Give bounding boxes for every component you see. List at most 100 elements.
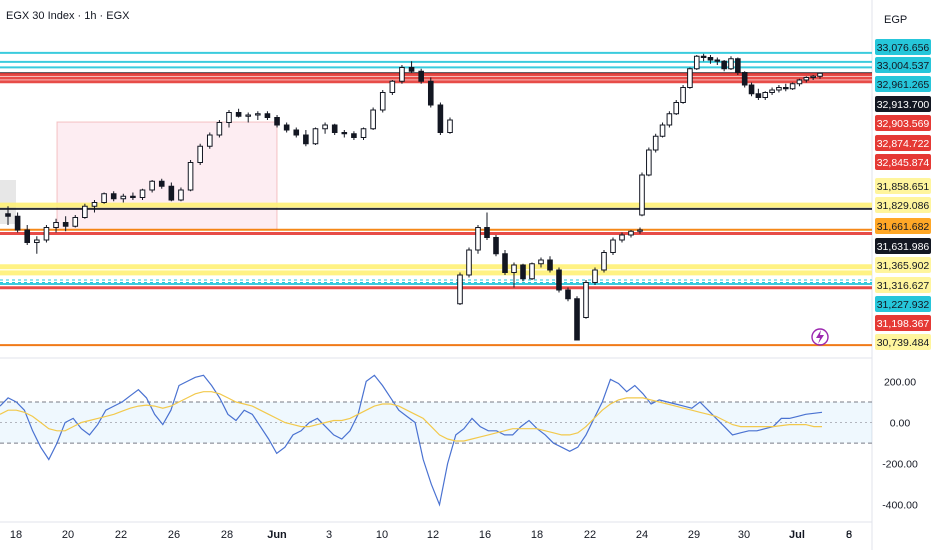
candle-up [810,75,816,78]
time-tick-label: 8 [846,529,852,541]
price-label-bg [875,39,931,55]
candle-up [82,205,88,218]
candle-down [700,55,707,58]
price-label-bg [875,178,931,194]
time-tick-label: 20 [62,529,74,541]
candle-up [457,274,463,305]
price-label-bg [875,334,931,350]
candle-down [341,132,348,135]
candle-up [91,202,98,207]
time-tick-label: 12 [427,529,439,541]
candle-up [379,92,386,111]
candle-down [158,180,165,187]
candle-down [714,59,721,62]
price-label: 31,365.902 [877,260,930,272]
candle-down [331,124,338,133]
candle-down [484,227,490,238]
candle-down [721,60,727,70]
candle-up [447,119,453,133]
price-label: 31,316.627 [877,280,930,292]
price-label-bg [875,76,931,92]
candle-down [62,222,69,227]
price-label: 31,858.651 [877,181,930,193]
candle-down [502,253,508,273]
price-label-bg [875,57,931,73]
candle-up [475,227,481,251]
zone-rectangles [0,121,278,231]
price-label-bg [875,96,931,112]
candle-down [748,84,755,95]
gray-zone [0,180,16,224]
candle-up [666,113,673,126]
price-label: 32,874.722 [877,138,930,150]
candle-up [34,239,40,243]
time-tick-label: Jul [789,529,805,541]
range-zone[interactable] [56,121,278,231]
candle-up [789,83,796,90]
osc-series-signal [0,391,822,442]
price-label: 31,661.682 [877,221,930,233]
candle-down [110,193,117,200]
candle-up [322,124,328,130]
candle-up [139,189,146,198]
candle-up [796,79,803,85]
osc-tick-label: 200.00 [884,376,916,388]
time-tick-label: 10 [376,529,388,541]
candle-down [493,237,499,255]
price-label-bg [875,197,931,213]
time-tick-label: 18 [531,529,543,541]
candle-up [399,67,405,82]
candle-up [466,249,472,276]
price-label-bg [875,154,931,170]
time-tick-label: 6 [846,529,852,541]
time-axis: 18 20 22 26 28 Jun 3 10 12 16 18 22 24 29 30 Jul 68 [10,529,852,541]
candle-down [707,57,714,61]
price-label: 31,198.367 [877,318,930,330]
candle-up [101,193,107,203]
chart-title: EGX 30 Index · 1h · EGX [6,10,130,22]
candle-up [187,162,194,191]
lightning-icon[interactable] [811,328,829,346]
candle-up [762,92,769,98]
candle-down [418,70,424,82]
candle-down [735,58,741,73]
candle-down [565,289,571,300]
candle-down [351,133,357,138]
candle-up [360,128,367,138]
candle-up [255,113,261,116]
candle-down [293,129,300,136]
price-label: 31,227.932 [877,299,930,311]
candle-down [168,185,175,201]
candle-up [610,239,616,253]
candle-down [408,67,415,72]
candle-up [639,174,645,216]
price-label-bg [875,218,931,234]
time-tick-label: 3 [326,529,332,541]
candle-up [803,77,810,81]
price-label: 32,845.874 [877,157,930,169]
candle-up [206,134,213,147]
time-tick-label: 22 [115,529,127,541]
candle-down [264,113,271,118]
candle-up [601,252,607,271]
time-tick-label: 29 [688,529,700,541]
candle-down [520,264,526,280]
candle-up [216,122,223,136]
candle-up [592,269,598,283]
candle-down [427,80,434,106]
candle-up [673,102,680,115]
currency-label: EGP [884,14,908,26]
candle-up [583,282,589,318]
price-label: 31,631.986 [877,241,930,253]
price-label: 33,076.656 [877,42,930,54]
time-tick-label: 28 [221,529,233,541]
time-tick-label: 22 [584,529,596,541]
candle-up [245,114,252,117]
candle-down [755,93,762,98]
candle-up [728,58,734,70]
candle-up [680,87,686,103]
price-label: 33,004.537 [877,60,930,72]
price-label-bg [875,238,931,254]
